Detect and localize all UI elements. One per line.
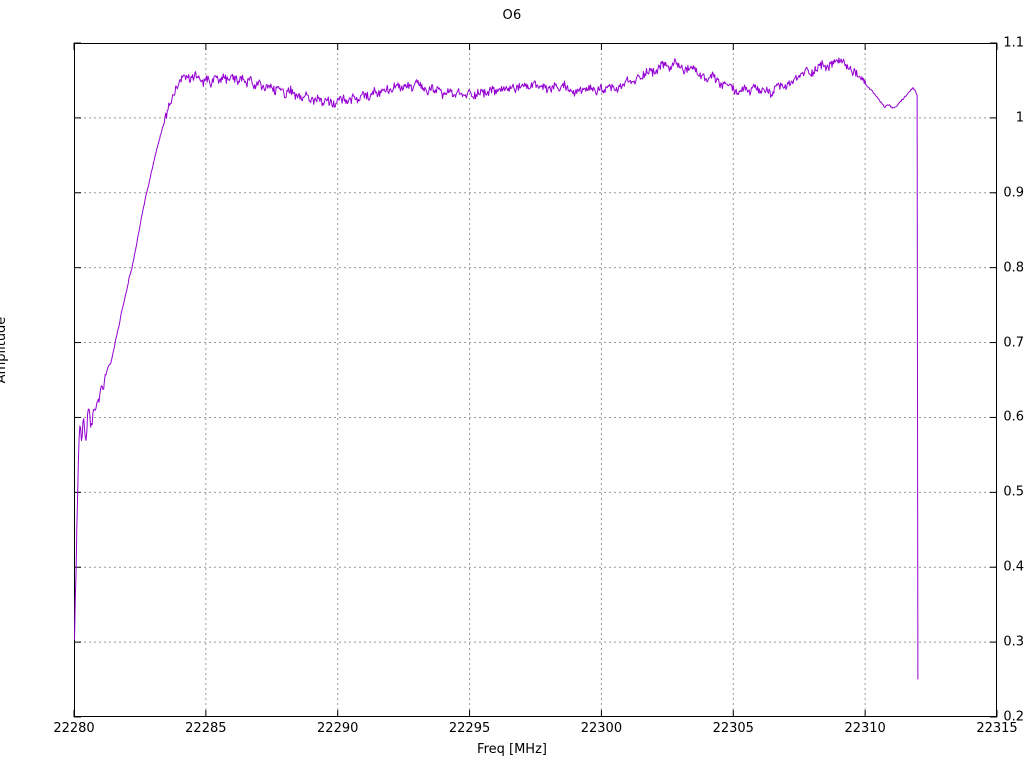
x-axis-label: Freq [MHz] [477, 742, 547, 757]
x-tick-label: 22300 [580, 721, 623, 736]
x-tick-label: 22310 [844, 721, 886, 736]
y-tick-label: 0.3 [1003, 634, 1024, 650]
x-tick-label: 22280 [53, 721, 95, 736]
tick-marks [73, 42, 998, 718]
plot-frame [74, 43, 997, 717]
x-tick-label: 22295 [448, 721, 491, 736]
gridlines [74, 43, 997, 717]
y-tick-label: 0.4 [1003, 559, 1024, 575]
data-line-O6 [74, 57, 919, 680]
x-tick-label: 22315 [976, 721, 1018, 736]
x-tick-label: 22290 [317, 721, 359, 736]
y-tick-label: 0.6 [1003, 409, 1024, 425]
x-tick-label: 22285 [185, 721, 227, 736]
y-tick-label: 0.7 [1003, 335, 1024, 351]
y-tick-label: 1.1 [1003, 35, 1024, 51]
y-tick-label: 0.9 [1003, 185, 1024, 201]
y-tick-label: 0.5 [1003, 484, 1024, 500]
chart-title: O6 [502, 8, 522, 23]
y-tick-label: 0.8 [1003, 260, 1024, 276]
y-tick-label: 0.2 [1003, 709, 1024, 725]
x-tick-label: 22305 [712, 721, 754, 736]
y-tick-label: 1 [1015, 110, 1024, 126]
